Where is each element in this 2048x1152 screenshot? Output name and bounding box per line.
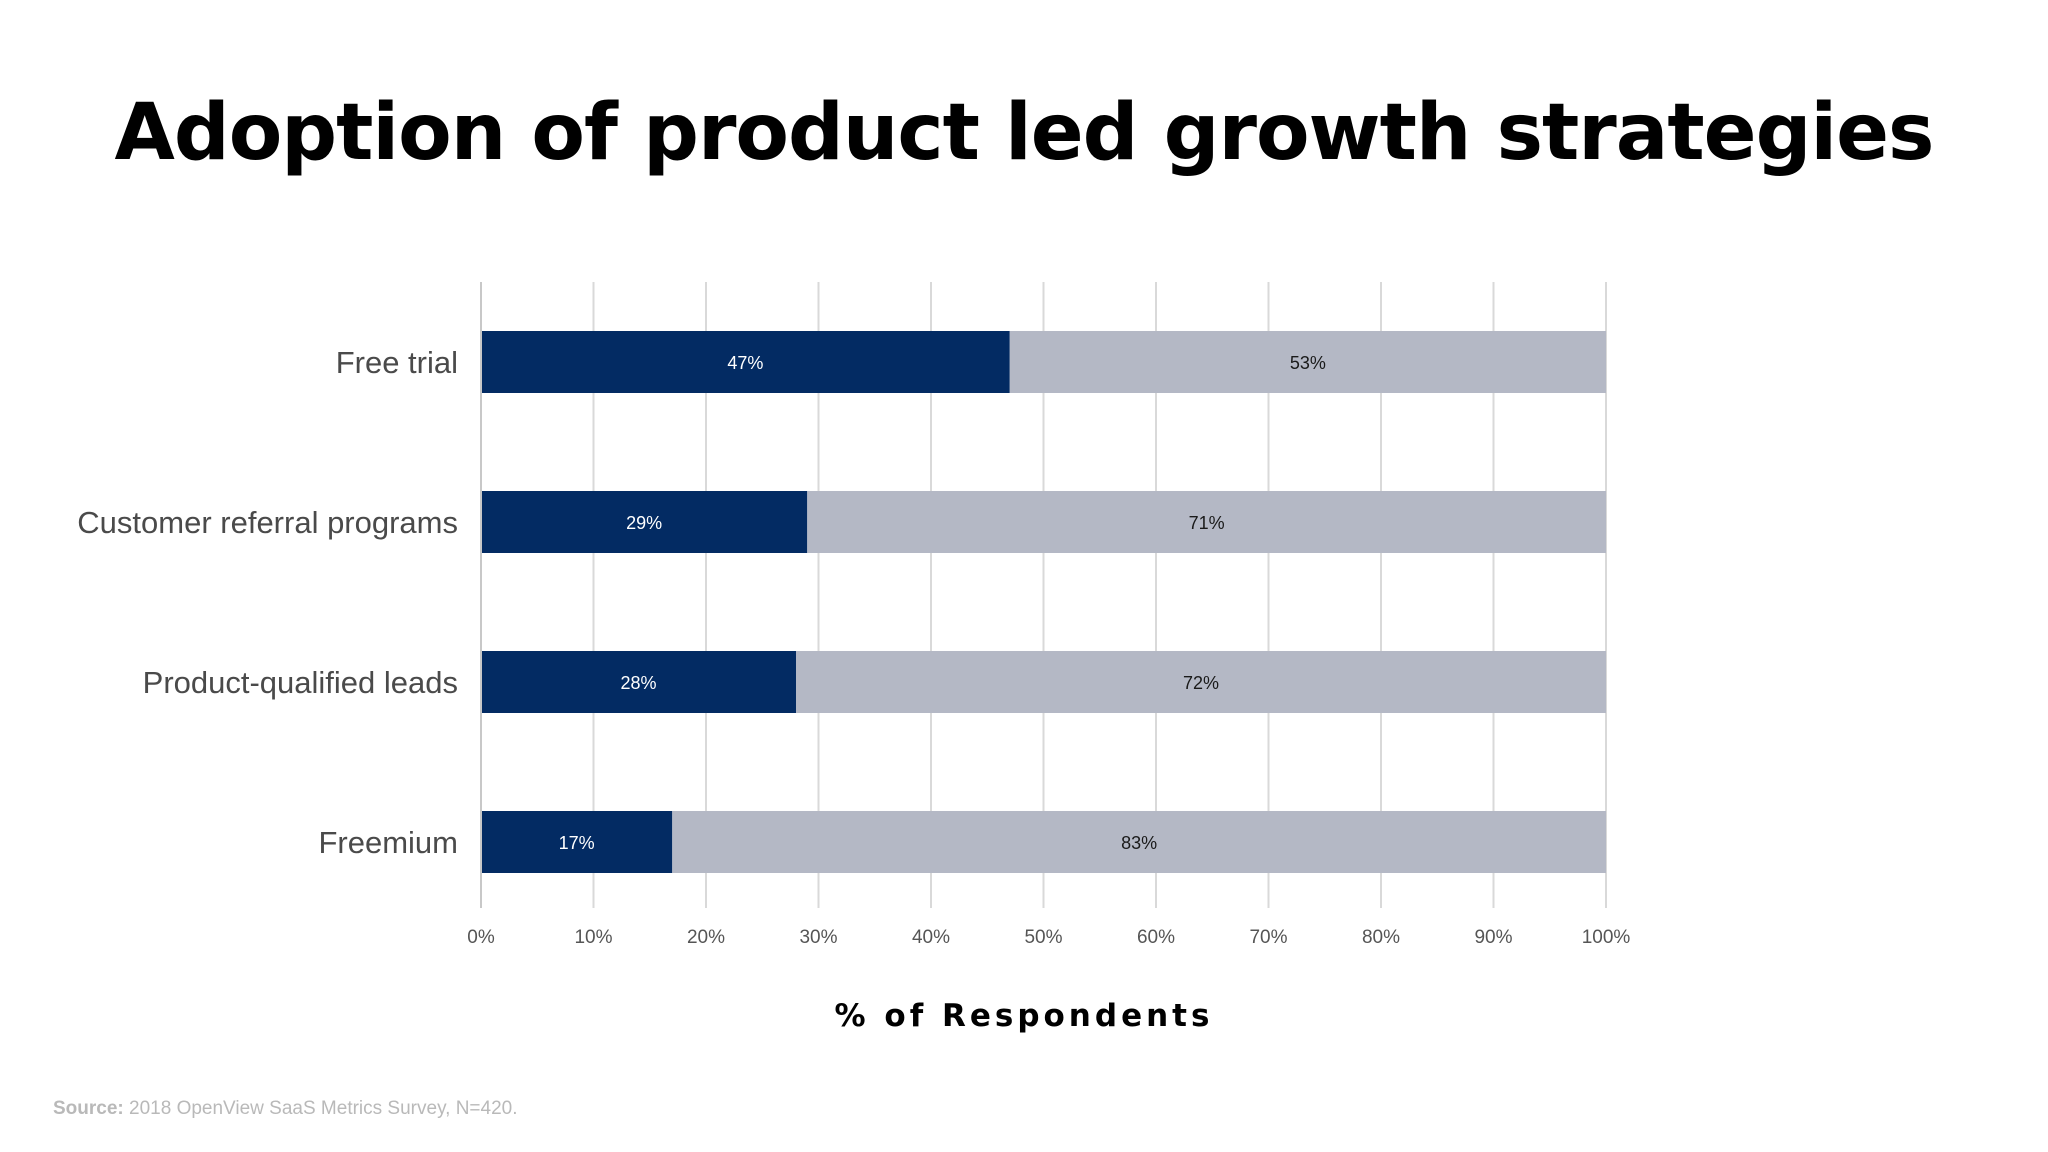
- x-tick-label: 0%: [467, 927, 495, 948]
- source-text: 2018 OpenView SaaS Metrics Survey, N=420…: [129, 1098, 518, 1119]
- bar-segment-adopted: [481, 491, 808, 553]
- data-label: 17%: [559, 833, 595, 853]
- bar-segment-not-adopted: [807, 491, 1606, 553]
- x-tick-label: 50%: [1024, 927, 1062, 948]
- bar-segment-not-adopted: [1009, 331, 1606, 393]
- bar-segment-not-adopted: [672, 811, 1606, 873]
- x-tick-label: 60%: [1137, 927, 1175, 948]
- data-label: 83%: [1121, 833, 1157, 853]
- x-tick-label: 30%: [799, 927, 837, 948]
- bar-segment-adopted: [481, 331, 1010, 393]
- source-note: Source: 2018 OpenView SaaS Metrics Surve…: [53, 1098, 518, 1120]
- data-label: 72%: [1183, 673, 1219, 693]
- bar-segment-adopted: [481, 811, 673, 873]
- x-tick-label: 100%: [1582, 927, 1631, 948]
- data-label: 47%: [727, 353, 763, 373]
- x-tick-label: 70%: [1249, 927, 1287, 948]
- category-label: Freemium: [318, 825, 458, 860]
- category-label: Free trial: [336, 345, 458, 380]
- x-tick-label: 90%: [1474, 927, 1512, 948]
- x-tick-label: 20%: [687, 927, 725, 948]
- data-label: 29%: [626, 513, 662, 533]
- data-label: 53%: [1290, 353, 1326, 373]
- x-axis-title: % of Respondents: [834, 998, 1214, 1034]
- category-label: Product-qualified leads: [143, 665, 458, 700]
- x-tick-label: 40%: [912, 927, 950, 948]
- category-label: Customer referral programs: [77, 505, 458, 540]
- source-label: Source:: [53, 1098, 124, 1119]
- chart-title: Adoption of product led growth strategie…: [114, 88, 1935, 178]
- data-label: 28%: [620, 673, 656, 693]
- x-tick-label: 10%: [574, 927, 612, 948]
- data-label: 71%: [1189, 513, 1225, 533]
- bar-segment-adopted: [481, 651, 796, 713]
- x-tick-label: 80%: [1362, 927, 1400, 948]
- bar-segment-not-adopted: [796, 651, 1606, 713]
